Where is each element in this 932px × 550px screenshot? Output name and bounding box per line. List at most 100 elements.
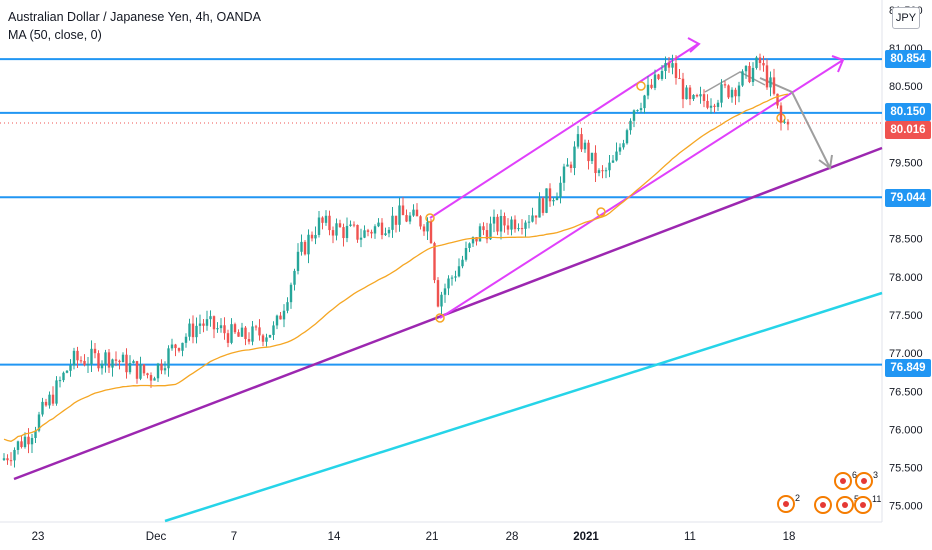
candle-body xyxy=(132,361,135,364)
candle-body xyxy=(268,334,272,338)
candle-body xyxy=(741,71,744,86)
candle-body xyxy=(349,224,352,226)
candle-body xyxy=(534,215,538,218)
candle-body xyxy=(370,231,373,234)
candle-body xyxy=(153,378,156,381)
candle-body xyxy=(303,241,307,255)
y-tick-label: 79.500 xyxy=(889,157,923,169)
candle-body xyxy=(765,65,769,88)
candle-body xyxy=(632,110,636,121)
candle-body xyxy=(646,84,650,96)
event-marker[interactable]: 3 xyxy=(855,470,878,490)
last-price-label: 80.016 xyxy=(885,121,931,139)
candle-body xyxy=(482,226,485,231)
candle-body xyxy=(121,354,125,363)
candle-body xyxy=(209,316,212,320)
candle-body xyxy=(723,84,727,86)
candle-body xyxy=(653,74,657,88)
candle-body xyxy=(247,339,251,342)
candle-body xyxy=(436,280,440,307)
candle-body xyxy=(538,198,541,218)
candle-body xyxy=(114,359,118,361)
candle-body xyxy=(324,215,328,223)
candle-body xyxy=(6,458,9,461)
candle-body xyxy=(69,365,72,371)
candle-body xyxy=(338,223,342,228)
candle-body xyxy=(590,152,594,162)
y-tick-label: 78.500 xyxy=(889,234,923,246)
event-count: 11 xyxy=(872,494,882,504)
candle-body xyxy=(699,94,702,97)
candle-body xyxy=(454,276,457,278)
candle-body xyxy=(636,110,639,112)
candle-body xyxy=(13,449,16,461)
channel-upper xyxy=(429,43,699,219)
candle-body xyxy=(513,219,517,230)
candle-body xyxy=(90,348,93,365)
candle-body xyxy=(230,324,233,343)
candle-body xyxy=(510,219,513,230)
candle-body xyxy=(692,95,695,100)
candle-body xyxy=(41,401,44,415)
arrow-head xyxy=(687,37,701,53)
event-marker[interactable]: 5 xyxy=(836,494,859,514)
event-marker[interactable]: 6 xyxy=(834,470,857,490)
anchor-point xyxy=(596,207,606,217)
candle-body xyxy=(541,198,545,213)
candle-body xyxy=(604,170,608,172)
candle-body xyxy=(226,333,230,343)
candle-body xyxy=(744,65,748,72)
candle-body xyxy=(296,251,300,271)
candle-body xyxy=(139,364,142,379)
candle-body xyxy=(65,370,69,373)
x-tick-label: 11 xyxy=(684,531,696,543)
candle-body xyxy=(282,310,286,320)
candle-body xyxy=(86,364,90,366)
candle-body xyxy=(20,441,23,448)
event-marker[interactable]: 2 xyxy=(777,493,800,513)
candle-body xyxy=(720,84,723,103)
candle-body xyxy=(426,222,429,232)
candle-body xyxy=(293,270,296,285)
y-tick-label: 80.500 xyxy=(889,81,923,93)
price-label-79044: 79.044 xyxy=(885,189,931,207)
currency-button[interactable]: JPY xyxy=(892,7,920,29)
event-marker[interactable] xyxy=(814,496,832,514)
candle-body xyxy=(443,288,447,295)
candle-body xyxy=(415,209,419,217)
y-tick-label: 75.500 xyxy=(889,463,923,475)
candle-body xyxy=(622,143,625,148)
candle-body xyxy=(464,247,468,260)
candle-body xyxy=(265,337,268,342)
candle-body xyxy=(405,215,408,222)
candle-body xyxy=(72,350,76,366)
candle-body xyxy=(118,360,121,363)
candle-body xyxy=(289,284,293,303)
trendline-lower xyxy=(164,291,883,523)
candle-body xyxy=(170,344,174,349)
event-marker[interactable]: 11 xyxy=(854,494,881,514)
candle-body xyxy=(552,200,555,202)
y-tick-label: 76.500 xyxy=(889,386,923,398)
indicator-label[interactable]: MA (50, close, 0) xyxy=(8,28,102,42)
candle-body xyxy=(450,277,454,279)
candle-body xyxy=(398,205,401,225)
price-label-80854: 80.854 xyxy=(885,50,931,68)
candle-body xyxy=(160,363,163,371)
candle-body xyxy=(167,348,170,369)
y-tick-label: 75.000 xyxy=(889,501,923,513)
candle-body xyxy=(615,151,618,161)
candle-body xyxy=(447,278,450,289)
channel-lower xyxy=(439,59,844,319)
candle-body xyxy=(737,85,741,97)
candle-body xyxy=(233,324,237,333)
candle-body xyxy=(135,361,139,379)
candle-body xyxy=(177,348,181,351)
candle-body xyxy=(660,70,664,79)
candle-body xyxy=(205,319,209,326)
candle-body xyxy=(695,95,699,97)
candle-body xyxy=(79,360,83,362)
candle-body xyxy=(681,78,685,100)
candle-body xyxy=(422,226,426,232)
